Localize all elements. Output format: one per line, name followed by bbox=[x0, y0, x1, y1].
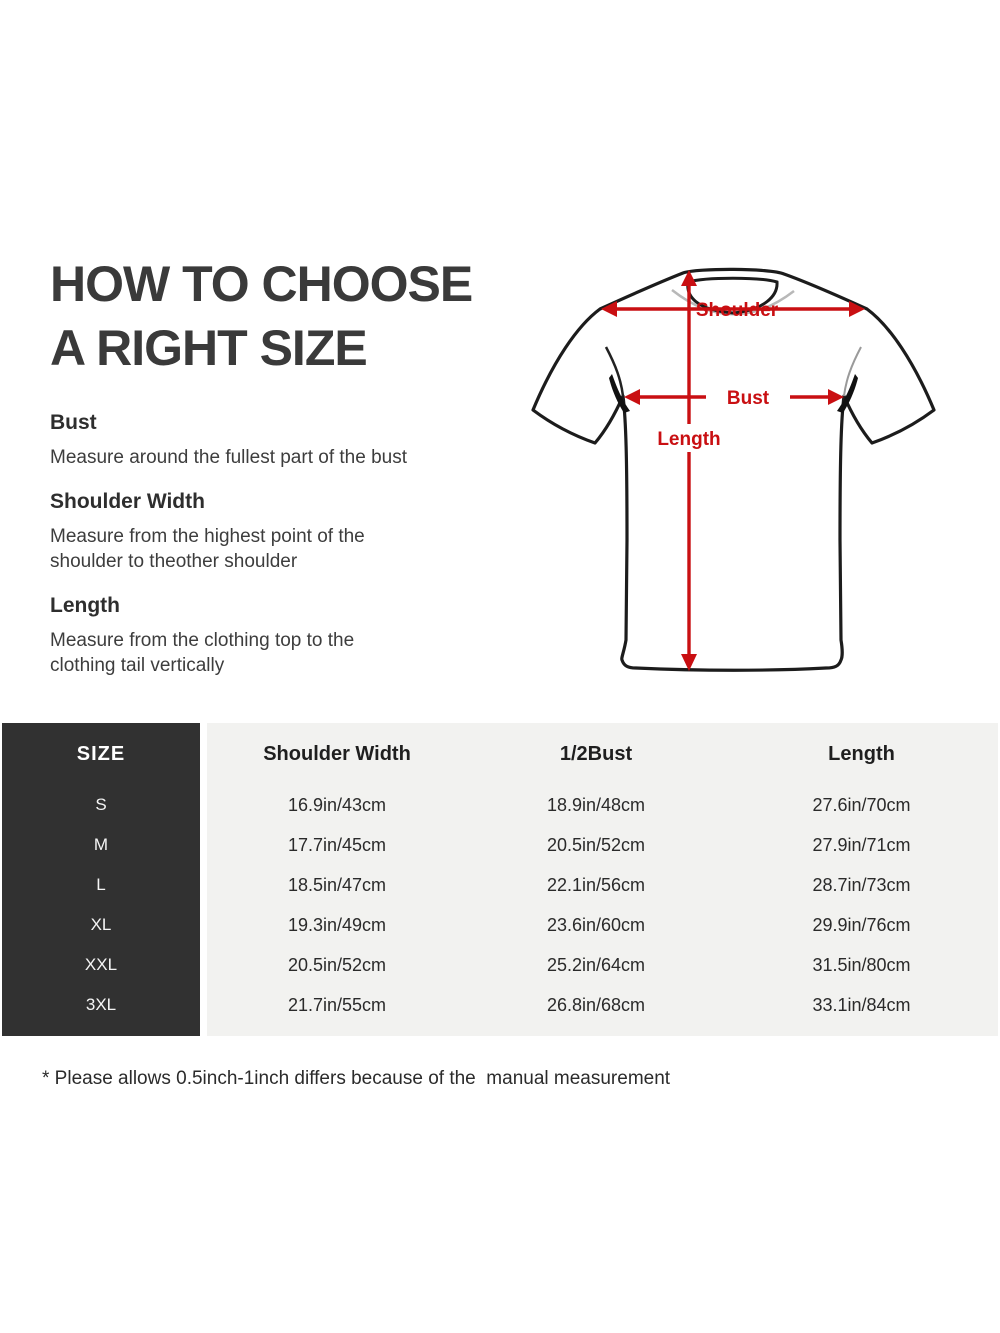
instruction-bust-text: Measure around the fullest part of the b… bbox=[50, 447, 407, 468]
table-row: 20.5in/52cm 25.2in/64cm 31.5in/80cm bbox=[207, 945, 998, 985]
size-column-header: SIZE bbox=[76, 742, 126, 765]
measurement-cell: 16.9in/43cm bbox=[287, 794, 387, 815]
bust-label-bg bbox=[706, 383, 790, 411]
table-row: 16.9in/43cm 18.9in/48cm 27.6in/70cm bbox=[207, 785, 998, 825]
length-arrow-label: Length bbox=[657, 429, 720, 450]
left-underarm-shade bbox=[609, 374, 630, 413]
shoulder-arrow-label: Shoulder bbox=[696, 300, 779, 321]
length-label-bg bbox=[652, 424, 726, 452]
table-row: 17.7in/45cm 20.5in/52cm 27.9in/71cm bbox=[207, 825, 998, 865]
table-row: 21.7in/55cm 26.8in/68cm 33.1in/84cm bbox=[207, 985, 998, 1025]
size-label: XXL bbox=[84, 955, 118, 974]
shoulder-arrowhead-right bbox=[849, 301, 865, 317]
size-label: M bbox=[93, 835, 109, 854]
measurement-cell: 29.9in/76cm bbox=[812, 914, 911, 935]
measurement-cell: 25.2in/64cm bbox=[546, 954, 646, 975]
measurement-cell: 17.7in/45cm bbox=[287, 834, 387, 855]
instruction-shoulder-width: Shoulder Width Measure from the highest … bbox=[50, 489, 490, 574]
tshirt-outline bbox=[531, 267, 936, 672]
tshirt-diagram-svg: Shoulder Bust Length bbox=[531, 267, 936, 672]
size-label: 3XL bbox=[85, 995, 117, 1014]
size-label: XL bbox=[90, 915, 112, 934]
bust-arrowhead-right bbox=[828, 389, 844, 405]
collar-opening bbox=[686, 276, 779, 315]
page-title: HOW TO CHOOSE A RIGHT SIZE bbox=[50, 252, 473, 380]
measurement-cell: 22.1in/56cm bbox=[546, 874, 646, 895]
instruction-shoulder-text-line1: Measure from the highest point of the bbox=[50, 526, 365, 547]
instruction-shoulder-text-line2: shoulder to theother shoulder bbox=[50, 551, 298, 572]
measurement-cell: 27.9in/71cm bbox=[812, 834, 911, 855]
size-label: L bbox=[96, 875, 106, 894]
size-table: SIZE S M L XL XXL 3XL Shoulder Width 1/2Bust Le… bbox=[0, 723, 1000, 1036]
column-header: Shoulder Width bbox=[263, 742, 411, 765]
measurement-cell: 20.5in/52cm bbox=[546, 834, 646, 855]
instruction-shoulder-heading: Shoulder Width bbox=[50, 490, 205, 513]
bust-arrow-label: Bust bbox=[727, 388, 770, 409]
instruction-length-heading: Length bbox=[50, 594, 120, 617]
instruction-length-text-line1: Measure from the clothing top to the bbox=[50, 630, 355, 651]
measurement-cell: 27.6in/70cm bbox=[812, 794, 911, 815]
measurement-cell: 33.1in/84cm bbox=[812, 994, 911, 1015]
size-labels: S M L XL XXL 3XL bbox=[2, 785, 200, 1025]
size-label: S bbox=[95, 795, 107, 814]
length-arrowhead-bottom bbox=[681, 654, 697, 671]
measurement-cell: 20.5in/52cm bbox=[287, 954, 387, 975]
measurement-cell: 26.8in/68cm bbox=[546, 994, 646, 1015]
measurement-cell: 19.3in/49cm bbox=[287, 914, 387, 935]
measurement-cell: 21.7in/55cm bbox=[287, 994, 387, 1015]
instruction-bust: Bust Measure around the fullest part of … bbox=[50, 410, 490, 470]
table-row: 19.3in/49cm 23.6in/60cm 29.9in/76cm bbox=[207, 905, 998, 945]
instruction-length-text-line2: clothing tail vertically bbox=[50, 655, 225, 676]
measurement-cell: 23.6in/60cm bbox=[546, 914, 646, 935]
measurement-cell: 18.5in/47cm bbox=[287, 874, 387, 895]
page-title-line1: HOW TO CHOOSE bbox=[50, 256, 473, 312]
bust-arrowhead-left bbox=[624, 389, 640, 405]
column-header: Length bbox=[828, 742, 895, 765]
right-armhole-seam bbox=[843, 346, 862, 397]
size-column: SIZE S M L XL XXL 3XL bbox=[2, 723, 200, 1036]
table-row: 18.5in/47cm 22.1in/56cm 28.7in/73cm bbox=[207, 865, 998, 905]
page-title-line2: A RIGHT SIZE bbox=[50, 320, 368, 376]
measurement-rows: 16.9in/43cm 18.9in/48cm 27.6in/70cm 17.7in/… bbox=[207, 785, 998, 1025]
left-armhole-seam bbox=[604, 346, 625, 397]
measurement-cell: 28.7in/73cm bbox=[812, 874, 911, 895]
measurement-column-headers: Shoulder Width 1/2Bust Length bbox=[207, 723, 998, 785]
instruction-length: Length Measure from the clothing top to … bbox=[50, 593, 490, 678]
length-arrowhead-top bbox=[681, 270, 697, 286]
measurements-area: Shoulder Width 1/2Bust Length 16.9in/43cm 1… bbox=[207, 723, 998, 1036]
measurement-cell: 31.5in/80cm bbox=[812, 954, 911, 975]
measurement-cell: 18.9in/48cm bbox=[546, 794, 646, 815]
right-underarm-shade bbox=[837, 374, 858, 413]
shoulder-arrowhead-left bbox=[601, 301, 617, 317]
instruction-bust-heading: Bust bbox=[50, 411, 97, 434]
footnote: * Please allows 0.5inch-1inch differs be… bbox=[42, 1068, 671, 1089]
column-header: 1/2Bust bbox=[559, 742, 633, 765]
tshirt-diagram: Shoulder Bust Length bbox=[505, 248, 955, 678]
measure-instructions: Bust Measure around the fullest part of … bbox=[50, 410, 490, 697]
